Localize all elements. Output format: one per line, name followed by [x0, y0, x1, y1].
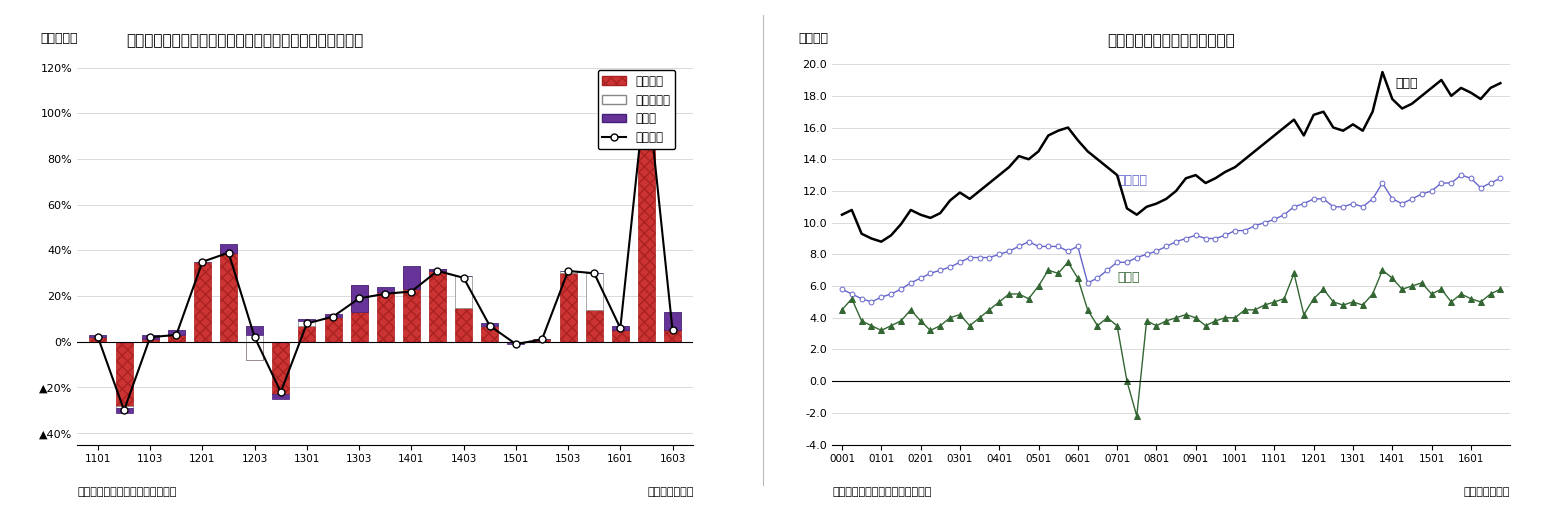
Bar	[116, 406, 133, 408]
Bar	[299, 319, 316, 321]
Bar	[273, 342, 290, 394]
Bar	[586, 310, 603, 342]
Text: （前年比）: （前年比）	[40, 32, 77, 44]
Bar	[481, 323, 498, 326]
Bar	[142, 337, 159, 342]
Bar	[612, 328, 629, 342]
Bar	[247, 326, 264, 335]
Bar	[376, 291, 394, 342]
Bar	[428, 269, 445, 271]
Legend: 営業利益, 純金融費用, その他, 経常利益: 営業利益, 純金融費用, その他, 経常利益	[598, 70, 675, 149]
Bar	[507, 342, 524, 344]
Bar	[612, 326, 629, 328]
Bar	[428, 269, 445, 342]
Bar	[638, 81, 655, 86]
Bar	[559, 271, 576, 273]
Bar	[481, 323, 498, 326]
Bar	[299, 326, 316, 342]
Bar	[220, 244, 237, 248]
Bar	[89, 337, 106, 342]
Bar	[664, 312, 681, 328]
Bar	[664, 328, 681, 342]
Bar	[89, 335, 106, 337]
Text: （兆円）: （兆円）	[798, 32, 828, 44]
Text: 全産業: 全産業	[1395, 77, 1418, 90]
Bar	[325, 314, 342, 317]
Bar	[142, 335, 159, 337]
Text: （資料）財務省「法人企業統計」: （資料）財務省「法人企業統計」	[832, 487, 931, 497]
Text: （資料）財務省「法人企業統計」: （資料）財務省「法人企業統計」	[77, 487, 176, 497]
Bar	[638, 86, 655, 90]
Text: 非製造業: 非製造業	[1117, 174, 1147, 188]
Bar	[402, 266, 419, 271]
Bar	[194, 262, 211, 342]
Text: 特殊要因で大きく押し上げれられたサービス業の経常利益: 特殊要因で大きく押し上げれられたサービス業の経常利益	[126, 33, 364, 48]
Bar	[325, 314, 342, 317]
Bar	[455, 308, 472, 342]
Bar	[89, 335, 106, 337]
Bar	[455, 275, 472, 308]
Bar	[116, 408, 133, 412]
Bar	[376, 287, 394, 291]
Bar	[612, 326, 629, 330]
Bar	[142, 335, 159, 339]
Bar	[402, 266, 419, 289]
Bar	[116, 342, 133, 406]
Bar	[168, 330, 185, 333]
Bar	[273, 394, 290, 399]
Text: （年・四半期）: （年・四半期）	[647, 487, 693, 497]
Bar	[299, 319, 316, 326]
Bar	[351, 285, 368, 342]
Bar	[664, 312, 681, 330]
Bar	[247, 326, 264, 360]
Bar	[586, 273, 603, 310]
Bar	[168, 333, 185, 342]
Bar	[533, 339, 550, 342]
Bar	[220, 248, 237, 342]
Bar	[402, 271, 419, 342]
Bar	[481, 326, 498, 342]
Bar	[351, 285, 368, 312]
Bar	[168, 330, 185, 335]
Bar	[376, 287, 394, 291]
Bar	[325, 317, 342, 342]
Text: （年・四半期）: （年・四半期）	[1464, 487, 1510, 497]
Text: 製造業: 製造業	[1117, 271, 1139, 285]
Bar	[247, 342, 264, 360]
Bar	[559, 273, 576, 342]
Bar	[638, 90, 655, 342]
Title: 経常利益（季節調整値）の推移: 経常利益（季節調整値）の推移	[1108, 33, 1234, 48]
Bar	[220, 244, 237, 252]
